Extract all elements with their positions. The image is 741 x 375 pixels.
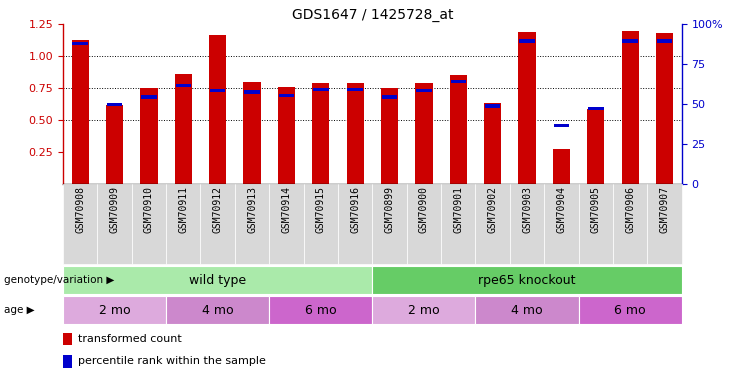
Text: GSM70911: GSM70911 — [179, 186, 188, 233]
Bar — [97, 184, 132, 264]
Bar — [451, 80, 466, 83]
Bar — [588, 107, 603, 110]
Text: GSM70910: GSM70910 — [144, 186, 154, 233]
Bar — [107, 103, 122, 106]
Text: age ▶: age ▶ — [4, 305, 34, 315]
Text: 6 mo: 6 mo — [305, 304, 336, 317]
Text: wild type: wild type — [189, 274, 246, 287]
Bar — [175, 74, 192, 184]
Bar — [73, 42, 88, 45]
Bar — [209, 34, 226, 184]
Bar — [554, 123, 569, 127]
Bar — [373, 266, 682, 294]
Bar — [373, 296, 476, 324]
Text: 6 mo: 6 mo — [614, 304, 646, 317]
Bar — [656, 33, 673, 184]
Bar — [142, 96, 156, 99]
Bar — [304, 184, 338, 264]
Bar — [63, 333, 73, 345]
Bar — [648, 184, 682, 264]
Text: GSM70906: GSM70906 — [625, 186, 635, 233]
Text: GSM70901: GSM70901 — [453, 186, 463, 233]
Bar — [510, 184, 544, 264]
Bar — [245, 90, 260, 93]
Bar — [269, 296, 373, 324]
Bar — [63, 355, 73, 368]
Bar — [657, 39, 672, 42]
Bar — [106, 105, 123, 184]
Bar — [519, 39, 535, 42]
Text: GSM70912: GSM70912 — [213, 186, 222, 233]
Bar — [72, 40, 89, 184]
Bar — [347, 83, 364, 184]
Bar — [381, 88, 398, 184]
Bar — [579, 184, 613, 264]
Text: 2 mo: 2 mo — [99, 304, 130, 317]
Bar — [622, 39, 638, 42]
Text: 2 mo: 2 mo — [408, 304, 439, 317]
Text: transformed count: transformed count — [79, 334, 182, 344]
Bar — [244, 82, 261, 184]
Bar — [348, 88, 363, 91]
Text: GSM70905: GSM70905 — [591, 186, 601, 233]
Bar — [210, 89, 225, 92]
Bar — [338, 184, 373, 264]
Bar — [63, 184, 97, 264]
Bar — [484, 104, 501, 184]
Bar — [235, 184, 269, 264]
Bar — [382, 96, 397, 99]
Text: 4 mo: 4 mo — [511, 304, 543, 317]
Bar — [441, 184, 476, 264]
Text: GSM70913: GSM70913 — [247, 186, 257, 233]
Text: GSM70903: GSM70903 — [522, 186, 532, 233]
Bar — [166, 184, 201, 264]
Bar — [476, 184, 510, 264]
Bar — [63, 266, 373, 294]
Bar — [579, 296, 682, 324]
Title: GDS1647 / 1425728_at: GDS1647 / 1425728_at — [292, 8, 453, 22]
Bar — [312, 83, 330, 184]
Text: GSM70915: GSM70915 — [316, 186, 326, 233]
Bar — [201, 184, 235, 264]
Bar — [416, 89, 432, 92]
Text: GSM70916: GSM70916 — [350, 186, 360, 233]
Text: genotype/variation ▶: genotype/variation ▶ — [4, 275, 114, 285]
Bar — [450, 75, 467, 184]
Text: GSM70907: GSM70907 — [659, 186, 670, 233]
Bar — [63, 296, 166, 324]
Bar — [544, 184, 579, 264]
Bar — [132, 184, 166, 264]
Bar — [278, 87, 295, 184]
Bar — [407, 184, 441, 264]
Bar — [313, 88, 328, 91]
Bar — [622, 31, 639, 184]
Bar — [613, 184, 648, 264]
Bar — [373, 184, 407, 264]
Text: GSM70909: GSM70909 — [110, 186, 119, 233]
Bar — [553, 149, 570, 184]
Text: 4 mo: 4 mo — [202, 304, 233, 317]
Bar — [166, 296, 269, 324]
Text: GSM70902: GSM70902 — [488, 186, 498, 233]
Bar — [485, 104, 500, 108]
Bar — [476, 296, 579, 324]
Text: GSM70899: GSM70899 — [385, 186, 394, 233]
Text: GSM70908: GSM70908 — [75, 186, 85, 233]
Bar — [279, 94, 294, 98]
Text: GSM70904: GSM70904 — [556, 186, 566, 233]
Text: GSM70914: GSM70914 — [282, 186, 291, 233]
Bar — [140, 88, 158, 184]
Text: GSM70900: GSM70900 — [419, 186, 429, 233]
Text: percentile rank within the sample: percentile rank within the sample — [79, 356, 266, 366]
Bar — [519, 32, 536, 184]
Bar — [415, 83, 433, 184]
Text: rpe65 knockout: rpe65 knockout — [478, 274, 576, 287]
Bar — [269, 184, 304, 264]
Bar — [587, 108, 605, 184]
Bar — [176, 84, 191, 87]
